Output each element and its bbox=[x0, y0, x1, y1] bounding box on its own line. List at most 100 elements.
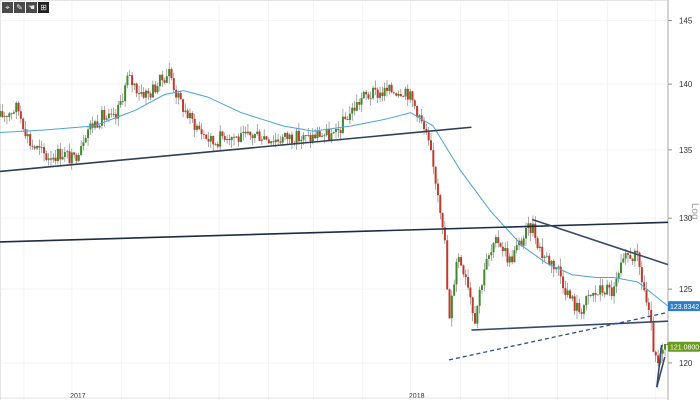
candle-body bbox=[45, 153, 48, 160]
candle-body bbox=[131, 75, 134, 86]
candle-body bbox=[56, 148, 59, 162]
candle-body bbox=[163, 80, 166, 83]
candle-body bbox=[411, 91, 414, 101]
candle-body bbox=[467, 277, 470, 288]
candle-body bbox=[385, 87, 388, 91]
candle-body bbox=[513, 250, 516, 263]
candle-body bbox=[186, 110, 189, 118]
plot-area bbox=[0, 0, 669, 402]
candle-body bbox=[626, 253, 629, 255]
x-year-label: 2017 bbox=[70, 393, 86, 400]
candle-body bbox=[409, 91, 412, 100]
candle-body bbox=[68, 151, 71, 164]
candle-body bbox=[165, 76, 168, 83]
candle-body bbox=[506, 248, 509, 263]
candle-body bbox=[622, 258, 625, 263]
candle-body bbox=[330, 133, 333, 140]
candle-body bbox=[323, 135, 326, 136]
candle-body bbox=[170, 68, 173, 79]
candle-body bbox=[606, 284, 609, 295]
candle-body bbox=[182, 99, 185, 112]
candle-body bbox=[487, 255, 490, 259]
candle-body bbox=[534, 223, 537, 239]
zoom-icon[interactable]: ⊞ bbox=[38, 2, 49, 13]
candle-body bbox=[52, 157, 55, 160]
candle-body bbox=[381, 92, 384, 96]
candle-body bbox=[392, 92, 395, 94]
hand-icon[interactable]: ☚ bbox=[26, 2, 37, 13]
candle-body bbox=[31, 145, 34, 147]
candle-body bbox=[362, 91, 365, 99]
candle-body bbox=[119, 101, 122, 105]
candle-body bbox=[564, 288, 567, 296]
candle-body bbox=[114, 114, 117, 119]
candle-body bbox=[661, 349, 664, 354]
candle-body bbox=[520, 240, 523, 246]
candle-body bbox=[279, 141, 282, 143]
pencil-icon[interactable]: ✎ bbox=[14, 2, 25, 13]
candle-body bbox=[647, 302, 650, 310]
candle-body bbox=[212, 135, 215, 145]
candle-body bbox=[321, 135, 324, 137]
candle-body bbox=[38, 145, 41, 148]
chart-toolbar: ⌖ ✎ ☚ ⊞ bbox=[2, 2, 49, 13]
candle-body bbox=[263, 136, 266, 140]
candle-body bbox=[499, 243, 502, 247]
price-label-text: 123.8342 bbox=[670, 304, 699, 311]
candle-body bbox=[223, 136, 226, 141]
candle-body bbox=[390, 84, 393, 93]
candle-body bbox=[154, 84, 157, 93]
candle-body bbox=[200, 129, 203, 135]
candle-body bbox=[202, 134, 205, 135]
trendline bbox=[656, 344, 663, 388]
candle-body bbox=[494, 237, 497, 244]
candle-body bbox=[8, 113, 11, 117]
candle-body bbox=[652, 322, 655, 352]
candle-body bbox=[617, 273, 620, 279]
candle-body bbox=[133, 83, 136, 86]
candle-body bbox=[469, 287, 472, 298]
candle-body bbox=[367, 94, 370, 99]
candle-body bbox=[624, 253, 627, 259]
candle-body bbox=[0, 111, 1, 117]
candle-body bbox=[144, 90, 147, 98]
candle-body bbox=[416, 106, 419, 118]
crosshair-icon[interactable]: ⌖ bbox=[2, 2, 13, 13]
candle-body bbox=[566, 290, 569, 296]
candle-body bbox=[538, 246, 541, 249]
candle-body bbox=[128, 75, 131, 76]
y-axis-panel bbox=[668, 0, 700, 400]
candle-body bbox=[43, 147, 46, 154]
candle-body bbox=[654, 351, 657, 356]
candle-body bbox=[290, 134, 293, 144]
candle-body bbox=[541, 246, 544, 258]
candle-body bbox=[439, 195, 442, 213]
candle-body bbox=[379, 92, 382, 98]
candle-body bbox=[121, 101, 124, 102]
candle-body bbox=[460, 257, 463, 266]
candle-body bbox=[251, 135, 254, 139]
candle-body bbox=[207, 139, 210, 142]
candle-body bbox=[490, 252, 493, 256]
candle-body bbox=[457, 257, 460, 262]
candle-body bbox=[645, 290, 648, 303]
candle-body bbox=[272, 141, 275, 143]
candle-body bbox=[383, 87, 386, 96]
candle-body bbox=[360, 98, 363, 105]
candle-body bbox=[54, 157, 57, 162]
candle-body bbox=[124, 85, 127, 102]
candle-body bbox=[246, 131, 249, 134]
candle-body bbox=[629, 254, 632, 259]
candle-body bbox=[596, 294, 599, 296]
candle-body bbox=[239, 133, 242, 142]
candle-body bbox=[3, 116, 6, 117]
candle-body bbox=[36, 145, 39, 149]
candle-body bbox=[406, 88, 409, 100]
candle-body bbox=[427, 132, 430, 141]
y-axis-label: Log bbox=[689, 203, 700, 220]
candle-body bbox=[448, 289, 451, 319]
candle-body bbox=[288, 134, 291, 140]
candle-body bbox=[244, 131, 247, 134]
